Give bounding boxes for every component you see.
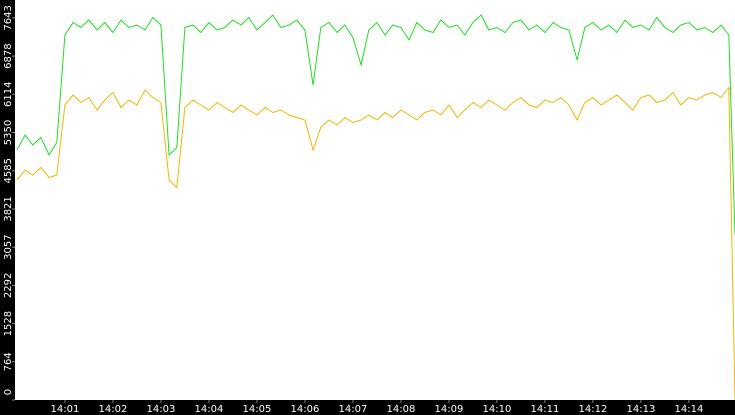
x-tick-label: 14:14	[675, 404, 704, 415]
x-tick-label: 14:05	[243, 404, 272, 415]
x-tick-label: 14:03	[147, 404, 176, 415]
y-tick-label: 764	[3, 352, 14, 371]
x-tick-label: 14:01	[51, 404, 80, 415]
y-tick-label: 4585	[3, 158, 14, 183]
y-tick-label: 7643	[3, 5, 14, 30]
x-tick-label: 14:12	[579, 404, 608, 415]
x-tick-label: 14:10	[483, 404, 512, 415]
x-tick-label: 14:02	[99, 404, 128, 415]
y-tick-label: 6114	[3, 82, 14, 107]
y-tick-label: 2292	[3, 273, 14, 298]
x-tick-label: 14:07	[339, 404, 368, 415]
series-line	[16, 14, 735, 236]
plot-area	[15, 0, 735, 400]
y-tick-label: 0	[3, 389, 14, 395]
x-tick-label: 14:13	[627, 404, 656, 415]
x-tick-label: 14:04	[195, 404, 224, 415]
y-tick-label: 3821	[3, 196, 14, 221]
y-tick-label: 5350	[3, 120, 14, 145]
y-tick-label: 6878	[3, 43, 14, 68]
series-line	[16, 86, 735, 400]
y-tick-label: 3057	[3, 234, 14, 259]
x-tick-label: 14:09	[435, 404, 464, 415]
series-group	[16, 14, 735, 400]
x-tick-label: 14:11	[531, 404, 560, 415]
y-tick-label: 1528	[3, 311, 14, 336]
x-tick-label: 14:08	[387, 404, 416, 415]
x-tick-label: 14:06	[291, 404, 320, 415]
